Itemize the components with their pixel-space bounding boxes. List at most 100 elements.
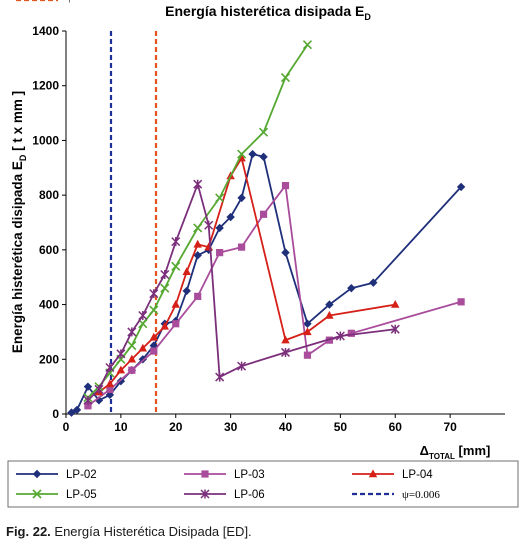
data-point-lp-03 bbox=[106, 385, 114, 393]
y-tick-label: 0 bbox=[52, 407, 59, 421]
data-point-lp-02 bbox=[248, 149, 257, 159]
data-point-lp-05 bbox=[302, 40, 313, 50]
legend-label-lp-06: LP-06 bbox=[234, 489, 265, 501]
legend-swatch-marker bbox=[32, 469, 42, 479]
legend-frame bbox=[7, 460, 519, 508]
data-point-lp-04 bbox=[160, 321, 169, 330]
data-point-lp-02 bbox=[193, 251, 202, 260]
data-point-lp-06 bbox=[149, 289, 159, 299]
data-point-lp-02 bbox=[259, 152, 268, 162]
y-tick-label: 400 bbox=[39, 298, 59, 312]
x-tick-label: 20 bbox=[169, 420, 183, 434]
caption-number: Fig. 22. bbox=[6, 524, 51, 539]
legend-label-lp-04: LP-04 bbox=[402, 469, 433, 481]
data-point-lp-06 bbox=[237, 361, 247, 371]
data-point-lp-05 bbox=[237, 149, 247, 159]
data-point-lp-06 bbox=[280, 347, 291, 357]
data-point-lp-06 bbox=[127, 327, 137, 337]
data-point-lp-02 bbox=[182, 286, 191, 296]
data-point-lp-05 bbox=[160, 283, 170, 293]
data-point-lp-06 bbox=[171, 237, 181, 247]
x-axis-label-subscript: TOTAL bbox=[429, 452, 455, 461]
data-point-lp-06 bbox=[83, 395, 93, 405]
y-axis-label: Energía histerética disipada ED [ t x mm… bbox=[10, 91, 28, 353]
y-tick-label: 800 bbox=[39, 188, 59, 202]
svg-text:Energía histerética disipada E: Energía histerética disipada ED [ t x mm… bbox=[10, 91, 28, 353]
y-tick-label: 600 bbox=[39, 243, 59, 257]
axes: 0 200 400 600 800 1000 1200 1400 0 10 20 30 40 50 60 70 bbox=[32, 24, 505, 434]
data-point-lp-03 bbox=[259, 210, 268, 218]
series-line-lp-06 bbox=[87, 183, 396, 401]
data-point-lp-02 bbox=[237, 193, 246, 203]
data-point-lp-06 bbox=[215, 372, 225, 382]
y-tick-label: 1000 bbox=[32, 133, 59, 147]
data-point-lp-02 bbox=[456, 182, 466, 192]
data-point-lp-04 bbox=[116, 365, 126, 374]
data-point-lp-06 bbox=[390, 324, 400, 334]
legend-swatch-marker bbox=[200, 489, 210, 499]
data-point-lp-04 bbox=[303, 327, 312, 336]
data-point-lp-06 bbox=[116, 349, 126, 359]
data-point-lp-03 bbox=[281, 181, 290, 190]
data-series bbox=[67, 40, 466, 417]
legend-entry-ref-2: ψ=0.012 bbox=[16, 0, 104, 3]
data-point-lp-05 bbox=[193, 223, 203, 233]
legend-entry-lp-02: LP-02 bbox=[16, 469, 97, 481]
legend-entry-lp-03: LP-03 bbox=[184, 469, 265, 481]
legend-entry-lp-04: LP-04 bbox=[352, 469, 433, 481]
legend-label-ref-2: ψ=0.012 bbox=[66, 0, 104, 3]
data-point-lp-06 bbox=[193, 179, 203, 189]
chart-title: Energía histerética disipada ED bbox=[165, 3, 371, 22]
data-point-lp-03 bbox=[216, 248, 224, 257]
legend-label-lp-02: LP-02 bbox=[66, 469, 97, 481]
data-point-lp-06 bbox=[94, 384, 104, 394]
x-axis-label-unit: [mm] bbox=[455, 443, 490, 458]
data-point-lp-02 bbox=[325, 300, 334, 309]
data-point-lp-06 bbox=[335, 331, 345, 341]
data-point-lp-05 bbox=[215, 193, 225, 203]
data-point-lp-04 bbox=[281, 335, 290, 344]
data-point-lp-03 bbox=[128, 366, 136, 374]
x-tick-label: 0 bbox=[63, 420, 70, 434]
series-line-lp-05 bbox=[87, 44, 309, 399]
x-tick-label: 60 bbox=[389, 420, 403, 434]
x-tick-label: 70 bbox=[443, 420, 457, 434]
caption-text: Energía Histerética Disipada [ED]. bbox=[50, 524, 252, 539]
data-point-lp-03 bbox=[172, 320, 180, 328]
data-point-lp-02 bbox=[83, 382, 93, 391]
data-point-lp-03 bbox=[303, 351, 312, 359]
data-point-lp-05 bbox=[258, 127, 269, 137]
data-point-lp-04 bbox=[193, 239, 202, 248]
series-line-lp-03 bbox=[87, 184, 462, 407]
y-axis-label-text: Energía histerética disipada E bbox=[10, 161, 25, 353]
data-point-lp-02 bbox=[347, 283, 356, 293]
chart-title-text: Energía histerética disipada E bbox=[165, 3, 364, 19]
x-axis-label: ΔTOTAL [mm] bbox=[420, 443, 491, 461]
data-point-lp-03 bbox=[150, 347, 158, 355]
x-tick-label: 10 bbox=[114, 420, 128, 434]
data-point-lp-05 bbox=[127, 341, 137, 351]
data-point-lp-02 bbox=[369, 278, 378, 287]
data-point-lp-02 bbox=[215, 223, 224, 233]
data-point-lp-04 bbox=[127, 354, 137, 363]
legend-entry-ref-1: ψ=0.006 bbox=[352, 489, 440, 501]
y-tick-label: 1400 bbox=[32, 24, 59, 38]
legend-swatch-marker bbox=[368, 469, 378, 478]
legend-entry-lp-05: LP-05 bbox=[16, 489, 97, 501]
data-point-lp-03 bbox=[457, 298, 465, 306]
data-point-lp-02 bbox=[72, 405, 82, 415]
data-point-lp-06 bbox=[160, 269, 170, 280]
series-lp-05 bbox=[83, 40, 313, 403]
data-point-lp-03 bbox=[84, 402, 92, 410]
data-point-lp-06 bbox=[204, 220, 214, 230]
figure-caption: Fig. 22. Energía Histerética Disipada [E… bbox=[6, 524, 252, 539]
series-lp-02 bbox=[67, 149, 466, 417]
data-point-lp-04 bbox=[105, 379, 115, 388]
data-point-lp-04 bbox=[182, 267, 191, 275]
data-point-lp-02 bbox=[94, 396, 104, 405]
y-axis-label-unit: [ t x mm ] bbox=[10, 91, 25, 155]
legend-swatch-marker bbox=[32, 489, 42, 499]
svg-text:ΔTOTAL [mm]: ΔTOTAL [mm] bbox=[420, 443, 491, 461]
data-point-lp-02 bbox=[281, 248, 290, 257]
